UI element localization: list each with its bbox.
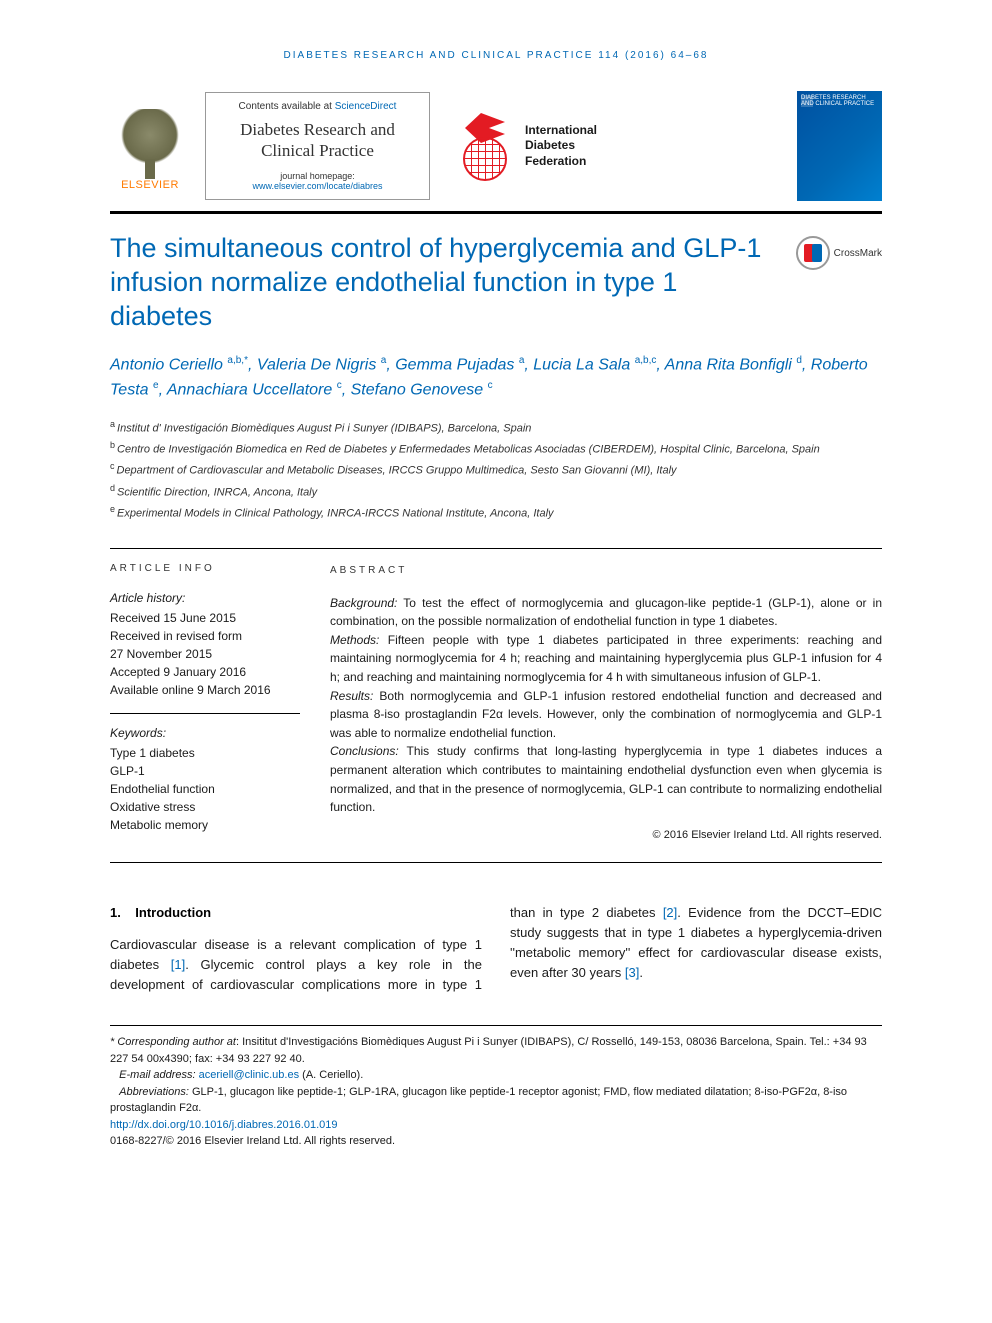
journal-cover-thumb: DIABETES RESEARCH AND CLINICAL PRACTICE	[797, 91, 882, 201]
idf-block: InternationalDiabetesFederation	[455, 111, 597, 181]
history-label: Article history:	[110, 589, 300, 607]
abstract: ABSTRACT Background: To test the effect …	[330, 563, 882, 844]
title-row: The simultaneous control of hyperglycemi…	[110, 232, 882, 333]
abstract-heading: ABSTRACT	[330, 563, 882, 579]
homepage-link[interactable]: www.elsevier.com/locate/diabres	[252, 181, 382, 191]
running-head: DIABETES RESEARCH AND CLINICAL PRACTICE …	[110, 50, 882, 61]
article-info: ARTICLE INFO Article history: Received 1…	[110, 563, 300, 844]
abstract-copyright: © 2016 Elsevier Ireland Ltd. All rights …	[330, 827, 882, 844]
body-text: 1. Introduction Cardiovascular disease i…	[110, 903, 882, 996]
abbreviations: Abbreviations: GLP-1, glucagon like pept…	[110, 1084, 882, 1117]
elsevier-tree-icon	[115, 109, 185, 174]
journal-header: ELSEVIER Contents available at ScienceDi…	[110, 91, 882, 214]
abstract-conclusions: Conclusions: This study confirms that lo…	[330, 742, 882, 816]
corresponding-author: * Corresponding author at: Insititut d'I…	[110, 1034, 882, 1067]
contents-available: Contents available at ScienceDirect	[216, 101, 419, 112]
idf-name: InternationalDiabetesFederation	[525, 123, 597, 170]
abstract-background: Background: To test the effect of normog…	[330, 594, 882, 631]
crossmark-badge[interactable]: CrossMark	[796, 236, 882, 270]
ref-link-2[interactable]: [2]	[663, 905, 677, 920]
ref-link-3[interactable]: [3]	[625, 965, 639, 980]
cover-text: DIABETES RESEARCH AND CLINICAL PRACTICE	[801, 95, 874, 107]
issn-line: 0168-8227/© 2016 Elsevier Ireland Ltd. A…	[110, 1133, 882, 1150]
authors: Antonio Ceriello a,b,*, Valeria De Nigri…	[110, 353, 882, 402]
abstract-methods: Methods: Fifteen people with type 1 diab…	[330, 631, 882, 687]
email-line: E-mail address: aceriell@clinic.ub.es (A…	[110, 1067, 882, 1084]
section-heading: 1. Introduction	[110, 903, 482, 923]
email-link[interactable]: aceriell@clinic.ub.es	[199, 1069, 299, 1081]
article-info-heading: ARTICLE INFO	[110, 563, 300, 574]
contents-available-text: Contents available at	[239, 101, 332, 112]
ref-link-1[interactable]: [1]	[171, 957, 185, 972]
sciencedirect-link[interactable]: ScienceDirect	[335, 101, 397, 112]
journal-homepage: journal homepage: www.elsevier.com/locat…	[216, 171, 419, 191]
crossmark-icon	[796, 236, 830, 270]
abstract-results: Results: Both normoglycemia and GLP-1 in…	[330, 687, 882, 743]
affiliations: aInstitut d' Investigación Biomèdiques A…	[110, 417, 882, 523]
doi-line: http://dx.doi.org/10.1016/j.diabres.2016…	[110, 1117, 882, 1134]
elsevier-label: ELSEVIER	[121, 179, 179, 191]
info-abstract-block: ARTICLE INFO Article history: Received 1…	[110, 548, 882, 863]
history-lines: Received 15 June 2015Received in revised…	[110, 609, 300, 699]
article-title: The simultaneous control of hyperglycemi…	[110, 232, 776, 333]
homepage-label: journal homepage:	[280, 171, 355, 181]
crossmark-label: CrossMark	[834, 248, 882, 259]
doi-link[interactable]: http://dx.doi.org/10.1016/j.diabres.2016…	[110, 1119, 338, 1131]
journal-title: Diabetes Research and Clinical Practice	[216, 120, 419, 161]
footnotes: * Corresponding author at: Insititut d'I…	[110, 1025, 882, 1150]
journal-box: Contents available at ScienceDirect Diab…	[205, 92, 430, 200]
keywords-label: Keywords:	[110, 724, 300, 742]
elsevier-logo: ELSEVIER	[110, 101, 190, 191]
idf-logo-icon	[455, 111, 515, 181]
info-divider	[110, 713, 300, 714]
keywords-lines: Type 1 diabetesGLP-1Endothelial function…	[110, 744, 300, 834]
